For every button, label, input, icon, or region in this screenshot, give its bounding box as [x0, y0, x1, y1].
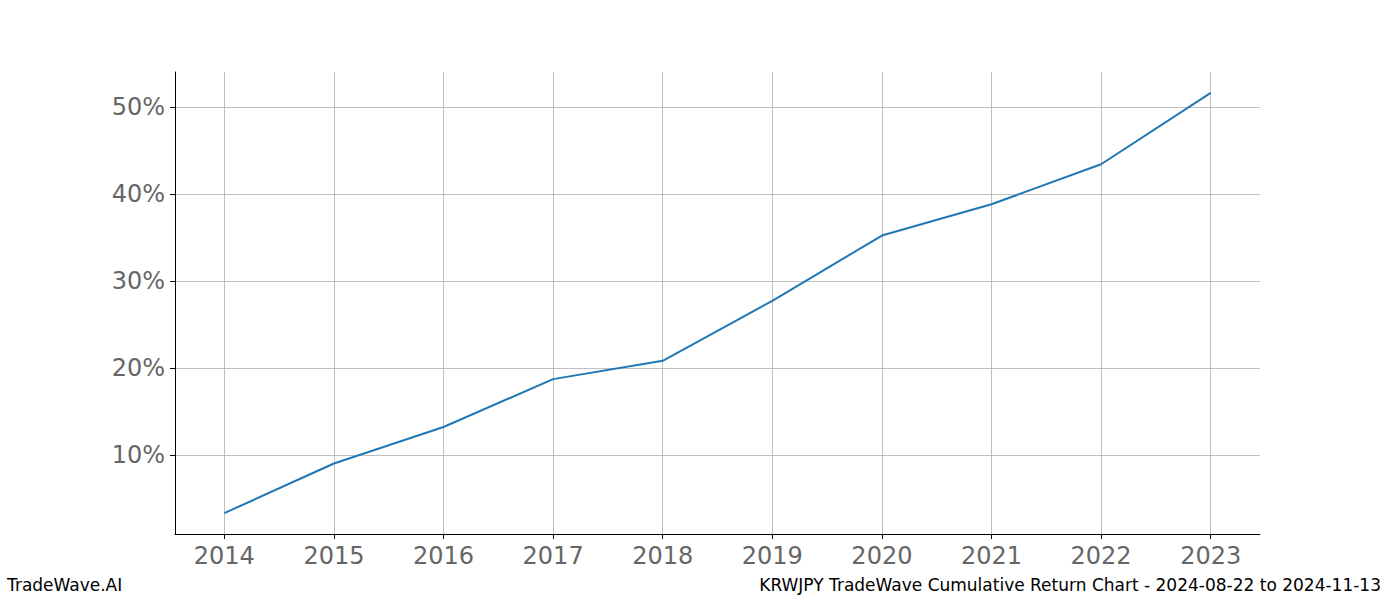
- svg-text:2017: 2017: [523, 542, 584, 570]
- svg-text:20%: 20%: [112, 354, 165, 382]
- svg-text:40%: 40%: [112, 180, 165, 208]
- svg-text:2022: 2022: [1071, 542, 1132, 570]
- svg-text:2019: 2019: [742, 542, 803, 570]
- svg-text:TradeWave.AI: TradeWave.AI: [6, 575, 122, 595]
- svg-text:2021: 2021: [961, 542, 1022, 570]
- svg-text:30%: 30%: [112, 267, 165, 295]
- svg-text:2020: 2020: [851, 542, 912, 570]
- svg-text:2015: 2015: [303, 542, 364, 570]
- svg-text:10%: 10%: [112, 441, 165, 469]
- svg-text:50%: 50%: [112, 93, 165, 121]
- svg-text:KRWJPY TradeWave Cumulative Re: KRWJPY TradeWave Cumulative Return Chart…: [759, 575, 1381, 595]
- svg-text:2016: 2016: [413, 542, 474, 570]
- svg-text:2023: 2023: [1180, 542, 1241, 570]
- svg-text:2014: 2014: [194, 542, 255, 570]
- svg-text:2018: 2018: [632, 542, 693, 570]
